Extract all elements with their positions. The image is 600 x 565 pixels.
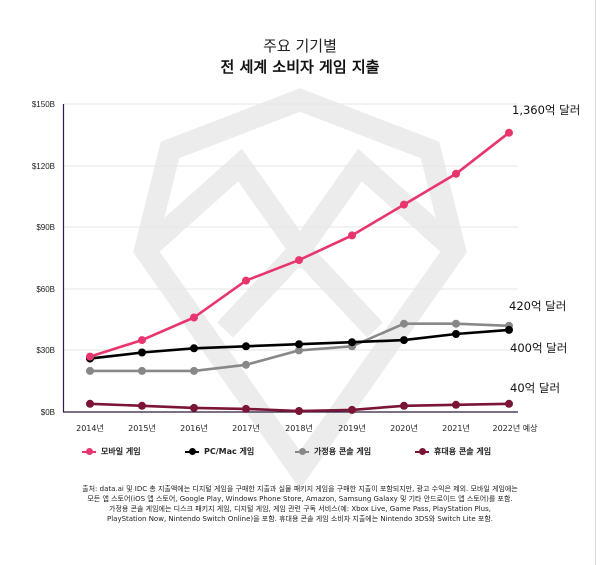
data-point-marker <box>505 325 513 334</box>
data-point-marker <box>452 319 460 328</box>
x-tick: 2021년 <box>442 423 470 433</box>
series-line <box>86 325 513 363</box>
data-point-marker <box>400 200 408 209</box>
legend-swatch-dot <box>299 448 306 455</box>
y-tick: $60B <box>36 285 55 294</box>
end-label-console: 420억 달러 <box>509 299 566 313</box>
y-tick: $120B <box>32 162 55 171</box>
data-point-marker <box>400 319 408 328</box>
data-point-marker <box>452 400 460 409</box>
data-point-marker <box>452 330 460 338</box>
series-line <box>86 128 513 361</box>
data-point-marker <box>242 404 250 413</box>
data-point-marker <box>190 366 198 375</box>
data-point-marker <box>86 366 94 375</box>
watermark-diamond-icon <box>133 88 467 490</box>
footnote-line: 출처: data.ai 및 IDC 총 지출액에는 디지털 게임을 구매한 지출… <box>82 485 518 493</box>
data-point-marker <box>242 342 250 351</box>
y-tick: $150B <box>32 100 55 109</box>
footnote-line: PlayStation Now, Nintendo Switch Online)… <box>106 515 494 523</box>
legend-item-pc: PC/Mac 게임 <box>185 446 254 457</box>
y-tick: $0B <box>41 408 55 417</box>
end-label-pc: 400억 달러 <box>510 341 567 355</box>
y-tick: $30B <box>36 346 55 355</box>
data-point-marker <box>348 338 356 347</box>
data-point-marker <box>295 346 303 355</box>
data-point-marker <box>348 231 356 240</box>
x-tick: 2018년 <box>285 423 313 433</box>
page-right-border <box>595 0 596 565</box>
legend-label: 모바일 게임 <box>101 447 141 456</box>
y-axis-ticks: $0B $30B $60B $90B $120B $150B <box>32 100 55 417</box>
legend-item-mobile: 모바일 게임 <box>82 446 141 457</box>
legend-label: PC/Mac 게임 <box>204 447 255 456</box>
footnote-line: 가정용 콘솔 게임에는 디스크 패키지 게임, 디지털 게임, 게임 관련 구독… <box>109 505 491 513</box>
legend-swatch-dot <box>86 448 93 455</box>
chart-title: 주요 기기별 전 세계 소비자 게임 지출 <box>0 36 600 78</box>
series-layer <box>86 128 513 415</box>
data-point-marker <box>295 340 303 349</box>
x-tick: 2016년 <box>180 423 208 433</box>
legend-item-console: 가정용 콘솔 게임 <box>295 446 371 457</box>
y-tick: $90B <box>36 223 55 232</box>
legend-swatch-dot <box>419 448 426 455</box>
legend-item-handheld: 휴대용 콘솔 게임 <box>415 446 491 457</box>
end-labels: 1,360억 달러 420억 달러 400억 달러 40억 달러 <box>509 103 580 395</box>
line-marker-icon <box>82 448 96 456</box>
footnote-line: 모든 앱 스토어(iOS 앱 스토어, Google Play, Windows… <box>87 495 513 503</box>
data-point-marker <box>400 401 408 410</box>
x-axis-ticks: 2014년 2015년 2016년 2017년 2018년 2019년 2020… <box>76 423 538 433</box>
legend-swatch-dot <box>189 448 196 455</box>
data-point-marker <box>242 360 250 369</box>
legend-label: 휴대용 콘솔 게임 <box>434 447 492 456</box>
data-point-marker <box>505 399 513 408</box>
chart-legend: 모바일 게임 PC/Mac 게임 가정용 콘솔 게임 휴대용 콘솔 게임 <box>0 446 600 462</box>
data-point-marker <box>242 276 250 285</box>
line-marker-icon <box>415 448 429 456</box>
data-point-marker <box>138 348 146 357</box>
data-point-marker <box>138 366 146 375</box>
legend-label: 가정용 콘솔 게임 <box>314 447 372 456</box>
data-point-marker <box>505 128 513 137</box>
chart-title-line2: 전 세계 소비자 게임 지출 <box>220 58 380 76</box>
chart-title-line1: 주요 기기별 <box>263 37 337 55</box>
end-label-mobile: 1,360억 달러 <box>512 103 580 117</box>
end-label-handheld: 40억 달러 <box>510 381 560 395</box>
data-point-marker <box>295 256 303 265</box>
data-point-marker <box>86 399 94 408</box>
data-point-marker <box>190 344 198 353</box>
data-point-marker <box>86 352 94 361</box>
x-tick: 2022년 예상 <box>493 423 539 433</box>
data-point-marker <box>295 407 303 415</box>
gridlines <box>64 103 518 351</box>
data-point-marker <box>190 403 198 412</box>
data-point-marker <box>138 336 146 345</box>
x-tick: 2020년 <box>390 423 418 433</box>
x-tick: 2015년 <box>128 423 156 433</box>
source-footnote: 출처: data.ai 및 IDC 총 지출액에는 디지털 게임을 구매한 지출… <box>40 484 560 524</box>
line-marker-icon <box>295 448 309 456</box>
line-marker-icon <box>185 448 199 456</box>
series-line <box>86 399 513 415</box>
x-tick: 2014년 <box>76 423 104 433</box>
x-tick: 2017년 <box>232 423 260 433</box>
data-point-marker <box>400 336 408 345</box>
data-point-marker <box>138 401 146 410</box>
x-tick: 2019년 <box>338 423 366 433</box>
data-point-marker <box>190 313 198 322</box>
data-point-marker <box>452 169 460 178</box>
data-point-marker <box>348 405 356 414</box>
series-line <box>86 319 513 375</box>
